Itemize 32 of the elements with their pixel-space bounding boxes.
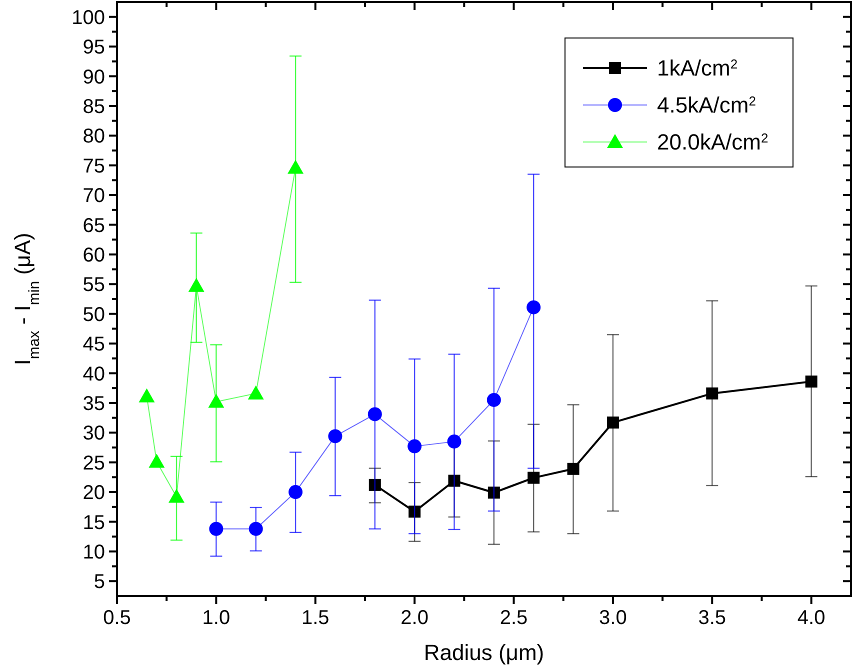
y-tick-label: 35	[82, 392, 105, 415]
y-tick-label: 45	[82, 334, 105, 356]
y-tick-label: 60	[82, 244, 105, 266]
y-tick-label: 85	[82, 96, 105, 118]
y-tick-label: 95	[82, 36, 105, 59]
legend-label: 1kA/cm$^{2}$	[657, 56, 738, 81]
y-tick-label: 10	[82, 541, 105, 564]
y-tick-label: 55	[82, 274, 105, 296]
y-tick-label: 70	[82, 185, 105, 208]
legend-label: 20.0kA/cm$^{2}$	[657, 130, 768, 155]
y-tick-label: 90	[82, 66, 105, 88]
y-tick-label: 5	[94, 571, 105, 594]
x-tick-label: 3.5	[698, 607, 726, 629]
y-tick-label: 65	[82, 214, 105, 237]
x-tick-label: 0.5	[103, 607, 131, 629]
y-tick-label: 15	[82, 512, 105, 534]
x-tick-label: 1.0	[202, 607, 230, 629]
x-tick-label: 2.5	[500, 607, 528, 629]
x-tick-label: 2.0	[400, 607, 428, 629]
x-tick-label: 4.0	[797, 607, 826, 629]
y-tick-label: 20	[82, 482, 105, 504]
y-tick-label: 40	[82, 363, 105, 386]
x-axis-title: Radius (μm)	[424, 640, 544, 665]
y-tick-label: 50	[82, 304, 105, 326]
y-tick-label: 75	[82, 155, 105, 178]
y-tick-label: 100	[72, 6, 105, 29]
x-tick-label: 1.5	[301, 607, 330, 629]
y-tick-label: 25	[82, 452, 105, 474]
y-tick-label: 80	[82, 126, 105, 148]
x-tick-label: 3.0	[599, 607, 627, 629]
y-tick-label: 30	[82, 422, 105, 445]
legend-label: 4.5kA/cm$^{2}$	[657, 92, 756, 118]
